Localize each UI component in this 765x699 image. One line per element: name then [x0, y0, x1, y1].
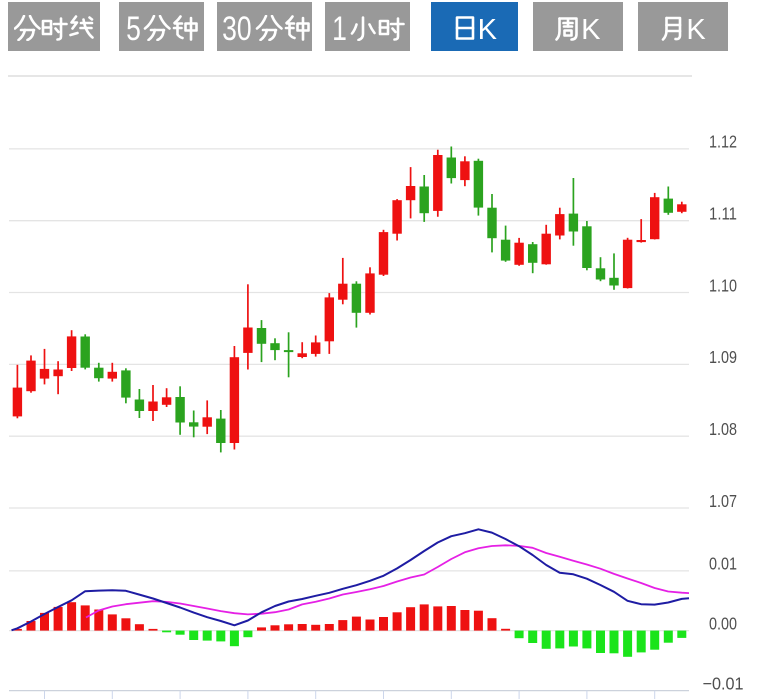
svg-text:1.07: 1.07: [709, 491, 737, 511]
svg-text:1.09: 1.09: [709, 347, 737, 367]
svg-text:1.10: 1.10: [709, 275, 737, 295]
svg-text:−0.01: −0.01: [703, 673, 744, 693]
svg-text:0.00: 0.00: [709, 613, 737, 633]
svg-text:1.12: 1.12: [709, 132, 737, 152]
svg-text:1.08: 1.08: [709, 419, 737, 439]
svg-text:0.01: 0.01: [709, 554, 737, 574]
svg-text:1.11: 1.11: [709, 204, 737, 224]
